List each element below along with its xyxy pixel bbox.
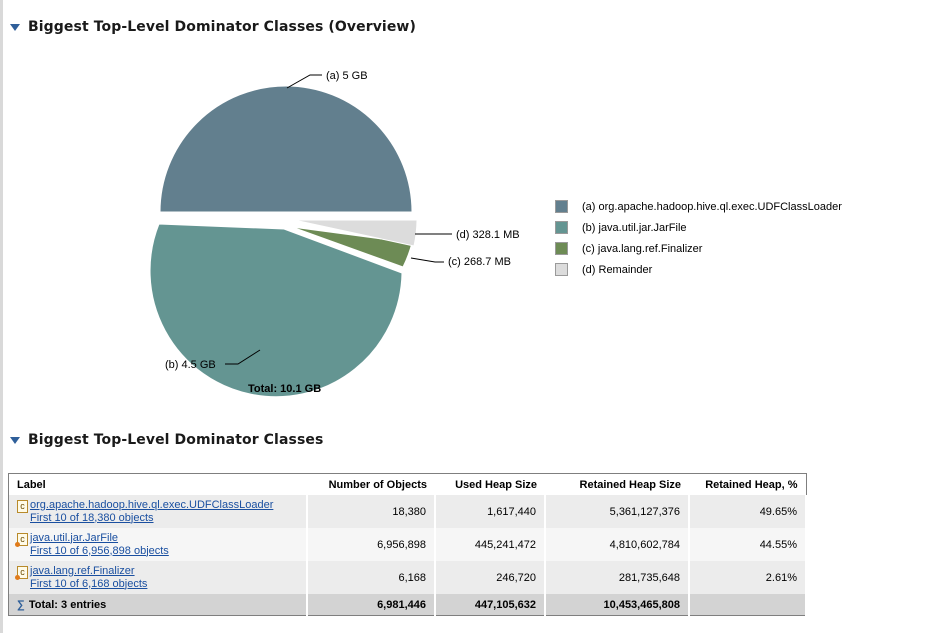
class-icon: c — [17, 499, 28, 513]
table-section-header[interactable]: Biggest Top-Level Dominator Classes — [10, 432, 323, 448]
legend-item-b: (b) java.util.jar.JarFile — [555, 217, 842, 238]
leader-line-a — [286, 74, 322, 89]
class-name-link[interactable]: java.util.jar.JarFile — [30, 531, 119, 544]
legend-swatch-a — [555, 200, 568, 213]
pie-slice-a — [159, 85, 413, 213]
pie-label-c: (c) 268.7 MB — [448, 256, 511, 268]
retained-heap-cell: 5,361,127,376 — [545, 495, 690, 528]
total-label: Total: 3 entries — [28, 598, 107, 611]
finalizer-dot-icon — [15, 541, 20, 547]
legend-label-d: (d) Remainder — [582, 263, 653, 276]
column-header-retained-heap-pct[interactable]: Retained Heap, % — [689, 473, 806, 495]
objects-link[interactable]: First 10 of 6,168 objects — [30, 577, 148, 590]
legend-swatch-d — [555, 263, 568, 276]
pie-total-label: Total: 10.1 GB — [248, 383, 322, 395]
table-row[interactable]: c java.util.jar.JarFile First 10 of 6,95… — [8, 528, 807, 561]
pie-label-d: (d) 328.1 MB — [456, 229, 520, 241]
sigma-icon: ∑ — [17, 598, 25, 611]
used-heap-cell: 246,720 — [435, 561, 546, 594]
total-number-of-objects: 6,981,446 — [307, 594, 436, 616]
retained-heap-cell: 4,810,602,784 — [545, 528, 690, 561]
pie-chart: (a) 5 GB (d) 328.1 MB (c) 268.7 MB (b) 4… — [149, 70, 520, 398]
class-name-link[interactable]: java.lang.ref.Finalizer — [30, 564, 135, 577]
finalizer-dot-icon — [15, 574, 20, 580]
legend-swatch-c — [555, 242, 568, 255]
retained-pct-cell: 44.55% — [689, 528, 807, 561]
total-retained-heap: 10,453,465,808 — [545, 594, 690, 616]
collapse-triangle-icon[interactable] — [10, 23, 20, 31]
overview-section-header[interactable]: Biggest Top-Level Dominator Classes (Ove… — [10, 19, 416, 35]
retained-pct-cell: 49.65% — [689, 495, 807, 528]
column-header-retained-heap-size[interactable]: Retained Heap Size — [545, 473, 689, 495]
collapse-triangle-icon[interactable] — [10, 436, 20, 444]
total-used-heap: 447,105,632 — [435, 594, 546, 616]
legend-item-d: (d) Remainder — [555, 259, 842, 280]
column-header-label[interactable]: Label — [8, 473, 307, 495]
legend-label-a: (a) org.apache.hadoop.hive.ql.exec.UDFCl… — [582, 200, 842, 213]
objects-link[interactable]: First 10 of 18,380 objects — [30, 511, 154, 524]
pie-label-b: (b) 4.5 GB — [165, 359, 216, 371]
column-header-number-of-objects[interactable]: Number of Objects — [307, 473, 435, 495]
dominator-table: Label Number of Objects Used Heap Size R… — [8, 473, 807, 616]
table-row[interactable]: c org.apache.hadoop.hive.ql.exec.UDFClas… — [8, 495, 807, 528]
table-total-row: ∑ Total: 3 entries 6,981,446 447,105,632 … — [8, 594, 807, 616]
retained-pct-cell: 2.61% — [689, 561, 807, 594]
number-of-objects-cell: 6,168 — [307, 561, 436, 594]
pie-legend: (a) org.apache.hadoop.hive.ql.exec.UDFCl… — [555, 196, 842, 280]
table-title: Biggest Top-Level Dominator Classes — [28, 432, 324, 448]
legend-swatch-b — [555, 221, 568, 234]
pie-slice-b — [149, 223, 403, 398]
number-of-objects-cell: 18,380 — [307, 495, 436, 528]
class-name-link[interactable]: org.apache.hadoop.hive.ql.exec.UDFClassL… — [30, 498, 274, 511]
pie-slice-d — [293, 219, 418, 247]
table-row[interactable]: c java.lang.ref.Finalizer First 10 of 6,… — [8, 561, 807, 594]
label-cell: c org.apache.hadoop.hive.ql.exec.UDFClas… — [8, 495, 308, 528]
legend-item-c: (c) java.lang.ref.Finalizer — [555, 238, 842, 259]
total-retained-pct — [689, 594, 807, 616]
legend-label-b: (b) java.util.jar.JarFile — [582, 221, 687, 234]
legend-label-c: (c) java.lang.ref.Finalizer — [582, 242, 703, 255]
overview-title: Biggest Top-Level Dominator Classes (Ove… — [28, 19, 416, 35]
number-of-objects-cell: 6,956,898 — [307, 528, 436, 561]
left-border — [0, 0, 3, 633]
objects-link[interactable]: First 10 of 6,956,898 objects — [30, 544, 169, 557]
table-header-row: Label Number of Objects Used Heap Size R… — [8, 473, 806, 495]
leader-line-c — [410, 257, 444, 263]
class-icon: c — [15, 532, 28, 547]
pie-label-a: (a) 5 GB — [326, 70, 368, 82]
used-heap-cell: 445,241,472 — [435, 528, 546, 561]
label-cell: c java.lang.ref.Finalizer First 10 of 6,… — [8, 561, 308, 594]
label-cell: c java.util.jar.JarFile First 10 of 6,95… — [8, 528, 308, 561]
leader-line-b — [225, 349, 261, 365]
legend-item-a: (a) org.apache.hadoop.hive.ql.exec.UDFCl… — [555, 196, 842, 217]
total-label-cell: ∑ Total: 3 entries — [8, 594, 308, 616]
used-heap-cell: 1,617,440 — [435, 495, 546, 528]
retained-heap-cell: 281,735,648 — [545, 561, 690, 594]
column-header-used-heap-size[interactable]: Used Heap Size — [435, 473, 545, 495]
class-icon: c — [15, 565, 28, 580]
